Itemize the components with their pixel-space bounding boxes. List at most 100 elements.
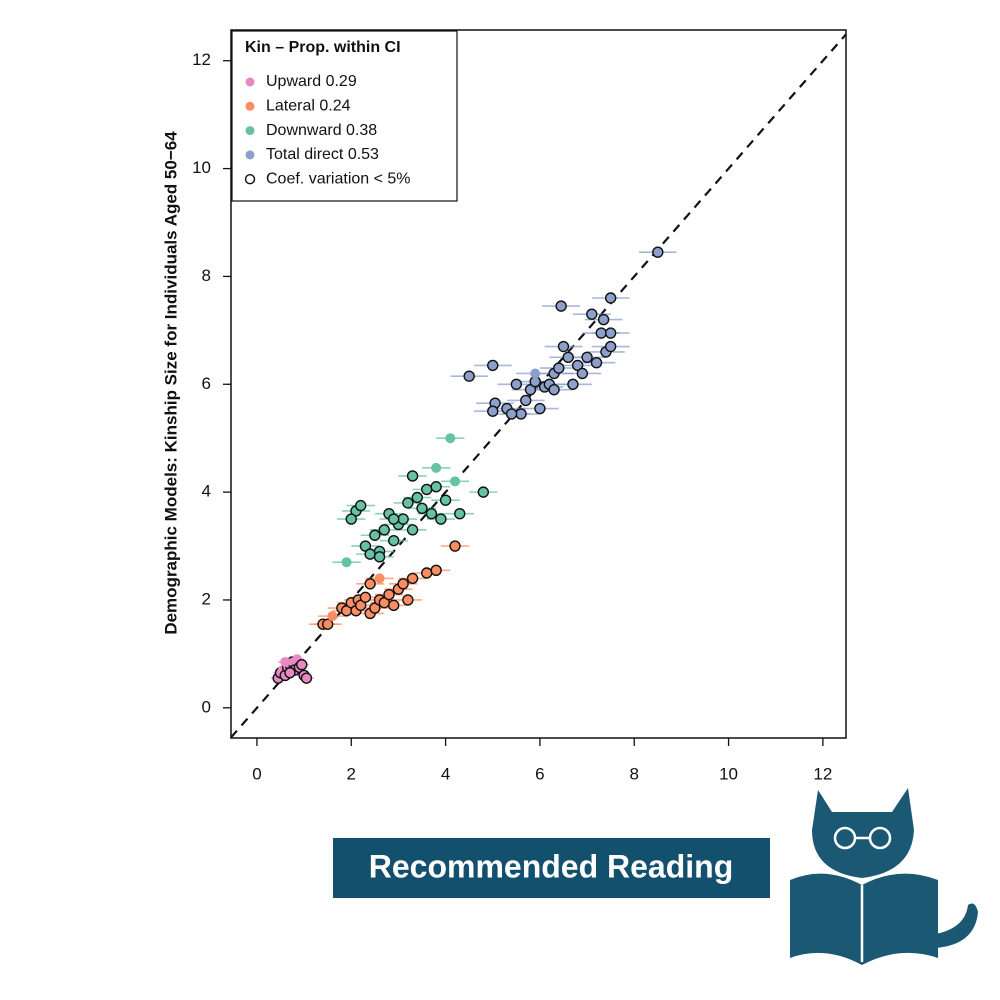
point (430, 564, 442, 577)
legend-marker (245, 150, 255, 160)
point (435, 513, 447, 525)
point (296, 658, 308, 671)
legend-label: Total direct 0.53 (266, 146, 379, 163)
legend-marker (245, 77, 255, 87)
point (510, 378, 523, 390)
point (586, 308, 598, 320)
cat-book (790, 873, 938, 965)
x-tick-label: 2 (347, 764, 356, 783)
y-tick-label: 4 (202, 482, 211, 501)
point (364, 548, 376, 560)
y-tick-label: 8 (202, 266, 211, 285)
point (406, 524, 419, 536)
point (520, 394, 532, 407)
x-tick-label: 12 (813, 764, 832, 783)
banner-text: Recommended Reading (369, 848, 734, 884)
point (327, 611, 338, 622)
point (411, 491, 423, 504)
point (402, 497, 414, 509)
y-tick-label: 0 (202, 697, 211, 716)
point (445, 433, 456, 444)
point (449, 540, 461, 552)
point (421, 567, 433, 579)
point (402, 594, 414, 606)
cat-logo (790, 788, 978, 965)
point (359, 591, 372, 603)
point (595, 327, 607, 339)
point (439, 494, 452, 506)
point (534, 402, 546, 415)
y-tick-label: 2 (202, 589, 211, 608)
legend: Kin – Prop. within CI Upward 0.29 Lateral… (231, 30, 458, 202)
point (321, 618, 334, 630)
point (430, 481, 442, 493)
point (463, 370, 475, 382)
point (487, 359, 499, 372)
point (505, 408, 518, 420)
y-tick-label: 12 (192, 50, 211, 69)
point (431, 462, 442, 473)
x-tick-label: 8 (630, 764, 639, 783)
point (280, 656, 291, 667)
point (388, 599, 400, 612)
legend-title: Kin – Prop. within CI (245, 39, 401, 56)
y-axis-label: Demographic Models: Kinship Size for Ind… (161, 131, 180, 635)
point (406, 572, 419, 585)
legend-label: Coef. variation < 5% (266, 170, 411, 187)
point (354, 499, 367, 512)
point (284, 667, 296, 679)
legend-label: Downward 0.38 (266, 122, 377, 139)
y-tick-label: 10 (192, 158, 211, 177)
point (406, 470, 419, 482)
legend-box (231, 30, 458, 202)
point (373, 551, 386, 563)
point (388, 534, 400, 547)
point (421, 483, 433, 496)
y-tick-label: 6 (202, 374, 211, 393)
point (364, 578, 376, 590)
point (604, 340, 617, 353)
points (230, 33, 847, 739)
x-tick-label: 4 (441, 764, 450, 783)
point (555, 300, 567, 312)
point (477, 486, 490, 498)
point (425, 507, 438, 520)
point (576, 367, 589, 380)
point (553, 362, 565, 374)
point (397, 513, 409, 525)
point (388, 513, 400, 525)
legend-marker (244, 173, 256, 185)
legend-marker (245, 101, 255, 111)
x-tick-label: 10 (719, 764, 738, 783)
point (515, 408, 527, 420)
point (548, 383, 560, 396)
axes: 0 2 4 6 8 10 12 0 2 4 6 8 10 12 (192, 50, 832, 783)
point (341, 557, 352, 568)
point (397, 578, 409, 590)
point (345, 513, 357, 525)
point (597, 313, 610, 326)
point (604, 292, 617, 304)
point (374, 573, 385, 584)
x-tick-label: 6 (535, 764, 544, 783)
banner-background (333, 838, 770, 898)
point (487, 405, 499, 417)
point (378, 524, 390, 536)
point (652, 246, 664, 258)
cat-head (812, 788, 914, 878)
legend-label: Lateral 0.24 (266, 98, 351, 115)
legend-marker (245, 126, 255, 136)
point (454, 507, 466, 520)
point (416, 502, 428, 514)
point (562, 351, 574, 364)
point (300, 672, 313, 684)
point (581, 351, 593, 364)
point (567, 378, 579, 390)
point (383, 588, 395, 601)
point (530, 368, 541, 379)
point (557, 340, 570, 353)
x-tick-label: 0 (252, 764, 261, 783)
cat-tail (930, 903, 978, 948)
